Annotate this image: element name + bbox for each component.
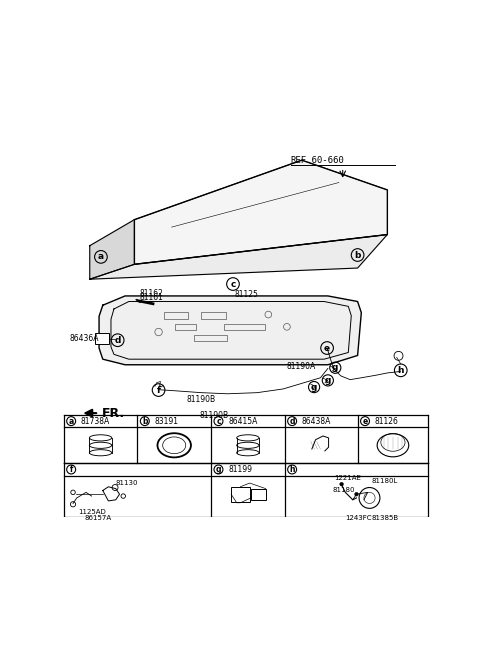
Text: 1221AE: 1221AE [334,475,361,482]
Bar [224,324,264,330]
Text: 86438A: 86438A [302,417,331,426]
Text: 81199: 81199 [228,465,252,474]
Bar [175,324,196,330]
Text: 81162: 81162 [140,289,164,298]
Text: 81190B: 81190B [200,411,229,420]
Text: 81190B: 81190B [187,396,216,404]
Text: c: c [230,279,236,289]
Text: g: g [324,376,331,385]
Text: f: f [70,465,73,474]
Circle shape [340,482,344,486]
Text: d: d [289,417,295,426]
Text: 81126: 81126 [375,417,398,426]
Text: f: f [156,386,161,394]
Text: 86415A: 86415A [228,417,257,426]
Text: 81190A: 81190A [287,363,316,371]
Text: 81130: 81130 [116,480,138,486]
Text: e: e [324,344,330,352]
Circle shape [355,493,359,496]
Text: c: c [216,417,221,426]
Polygon shape [99,296,361,365]
Text: 83191: 83191 [155,417,179,426]
Text: b: b [354,251,361,260]
Text: b: b [142,417,147,426]
Text: FR.: FR. [102,407,125,420]
Bar [96,333,109,344]
Text: 81180L: 81180L [372,478,398,484]
Text: h: h [397,366,404,375]
Text: 81180: 81180 [332,487,355,493]
Text: 81125: 81125 [235,290,259,299]
Text: 81385B: 81385B [372,515,398,521]
Text: h: h [289,465,295,474]
Text: g: g [332,363,338,372]
Text: 81161: 81161 [140,293,164,302]
Bar [164,312,188,319]
Text: e: e [362,417,368,426]
Text: REF.60-660: REF.60-660 [290,155,344,165]
Polygon shape [90,220,134,279]
Text: 86436A: 86436A [69,334,99,343]
Text: g: g [311,382,317,392]
Text: 1125AD: 1125AD [79,509,107,515]
Text: a: a [69,417,74,426]
Bar [194,335,228,341]
Bar [231,487,250,502]
Text: d: d [114,336,121,344]
Text: a: a [98,253,104,261]
Text: 86157A: 86157A [84,515,111,521]
Polygon shape [90,235,387,279]
Bar [202,312,226,319]
Text: 1243FC: 1243FC [345,515,372,521]
Text: 81738A: 81738A [81,417,110,426]
Polygon shape [134,160,387,264]
Text: g: g [216,465,221,474]
Bar [251,489,266,500]
